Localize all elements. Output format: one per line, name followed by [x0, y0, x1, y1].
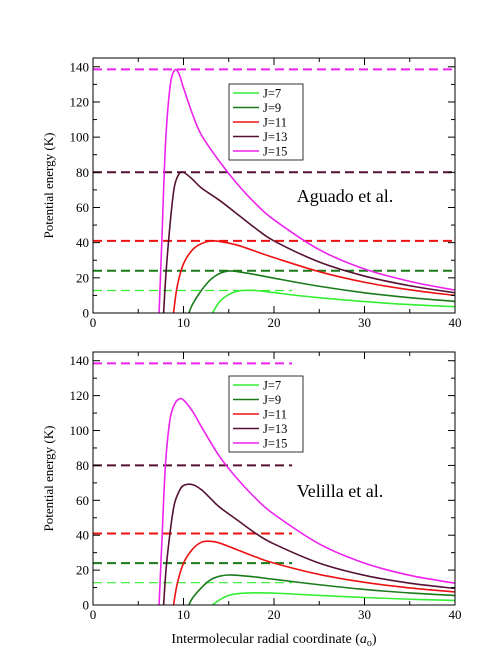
y-tick-label: 20 [76, 270, 89, 285]
legend-label: J=13 [263, 422, 287, 436]
legend-label: J=11 [263, 408, 287, 422]
legend: J=7J=9J=11J=13J=15 [228, 375, 304, 453]
x-tick-label: 0 [90, 607, 97, 622]
series-line-j15 [158, 397, 455, 605]
legend-label: J=15 [263, 145, 287, 159]
x-tick-label: 40 [449, 607, 462, 622]
y-axis-label: Potential energy (K) [41, 426, 56, 532]
y-tick-label: 40 [76, 235, 89, 250]
x-tick-label: 20 [268, 607, 281, 622]
y-tick-label: 100 [70, 423, 90, 438]
x-tick-label: 10 [177, 607, 190, 622]
series-line-j9 [188, 574, 455, 605]
y-tick-label: 0 [83, 598, 90, 613]
series-line-j9 [188, 270, 455, 313]
y-tick-label: 80 [76, 458, 89, 473]
y-tick-label: 40 [76, 528, 89, 543]
x-axis-label-symbol: a [360, 632, 367, 647]
legend-label: J=9 [263, 101, 281, 115]
legend: J=7J=9J=11J=13J=15 [228, 83, 304, 161]
legend-label: J=11 [263, 116, 287, 130]
x-tick-label: 40 [449, 315, 462, 330]
x-tick-label: 0 [90, 315, 97, 330]
panel-annotation: Velilla et al. [297, 481, 383, 501]
x-tick-label: 30 [358, 315, 371, 330]
y-axis-label: Potential energy (K) [41, 133, 56, 239]
legend-label: J=9 [263, 393, 281, 407]
series-line-j11 [172, 540, 455, 605]
series-line-j13 [162, 483, 455, 605]
y-tick-label: 0 [83, 306, 90, 321]
y-tick-label: 120 [70, 388, 90, 403]
x-axis-label: Intermolecular radial coordinate (ao) [171, 632, 377, 649]
panel-annotation: Aguado et al. [297, 186, 393, 206]
series-line-j13 [162, 171, 455, 313]
series-line-j7 [211, 591, 455, 605]
y-tick-label: 140 [70, 59, 90, 74]
x-axis-label-subscript: o [367, 638, 372, 649]
legend-label: J=15 [263, 437, 287, 451]
series-line-j11 [172, 239, 455, 313]
y-tick-label: 60 [76, 493, 89, 508]
x-tick-label: 20 [268, 315, 281, 330]
x-axis-label-end: ) [372, 632, 377, 647]
y-tick-label: 60 [76, 200, 89, 215]
bottom-panel: 0 20 40 60 80 100 120 140 0 10 20 30 40 Potential ene… [41, 351, 462, 622]
y-tick-label: 140 [70, 353, 90, 368]
y-tick-label: 120 [70, 94, 90, 109]
y-tick-label: 100 [70, 130, 90, 145]
top-panel: 0 20 40 60 80 100 120 140 0 10 20 30 40 Potential ene… [41, 57, 462, 330]
series-line-j15 [158, 68, 455, 313]
x-tick-label: 30 [358, 607, 371, 622]
y-tick-label: 20 [76, 563, 89, 578]
y-tick-label: 80 [76, 165, 89, 180]
legend-label: J=13 [263, 130, 287, 144]
series-line-j7 [211, 289, 455, 313]
legend-label: J=7 [263, 379, 281, 393]
legend-label: J=7 [263, 87, 281, 101]
x-axis-label-main: Intermolecular radial coordinate ( [171, 632, 360, 647]
x-tick-label: 10 [177, 315, 190, 330]
